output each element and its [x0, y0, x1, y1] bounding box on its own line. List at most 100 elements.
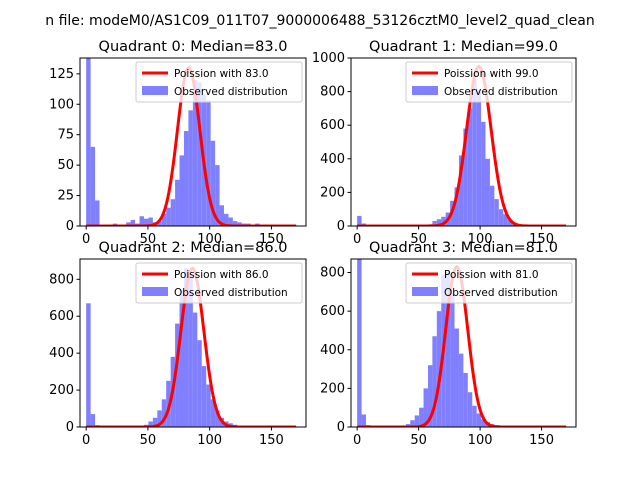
legend: Poission with 86.0 Observed distribution — [135, 262, 303, 304]
histogram-bar — [175, 179, 180, 226]
legend: Poission with 99.0 Observed distribution — [405, 61, 573, 103]
histogram-bar — [126, 222, 131, 226]
subplot-title: Quadrant 0: Median=83.0 — [99, 39, 288, 55]
histogram-bar — [161, 213, 167, 226]
histogram-bar — [467, 392, 473, 427]
histogram-bar — [206, 100, 211, 226]
x-tick-label: 0 — [353, 433, 361, 448]
axes-frame — [350, 258, 577, 428]
histogram-bar — [485, 158, 490, 226]
histogram-bar — [210, 399, 216, 427]
histogram-bar — [237, 222, 242, 226]
x-tick-label: 50 — [140, 433, 157, 448]
y-tick-label: 125 — [49, 67, 74, 82]
histogram-bar — [450, 291, 455, 427]
axes-frame — [79, 57, 307, 227]
x-tick-label: 100 — [468, 232, 493, 247]
y-tick-label: 200 — [320, 185, 345, 200]
legend-frame — [135, 262, 303, 304]
histogram-bar — [90, 146, 96, 226]
x-tick-label: 0 — [82, 232, 90, 247]
subplot-quadrant-1: 0 200 400 600 800 1000 0 50 100 150 Quadrant 1: Me… — [312, 39, 577, 247]
histogram-bar — [166, 207, 171, 226]
legend-observed-swatch — [412, 86, 438, 95]
axes-frame — [350, 57, 577, 227]
histogram-bar — [188, 110, 193, 226]
legend-observed-label: Observed distribution — [174, 287, 288, 299]
y-tick-label: 600 — [49, 309, 74, 324]
x-tick-label: 0 — [353, 232, 361, 247]
legend-observed-label: Observed distribution — [444, 287, 558, 299]
legend: Poission with 81.0 Observed distribution — [405, 262, 573, 304]
y-tick-label: 100 — [49, 97, 74, 112]
axes-frame — [79, 258, 307, 428]
subplot-title: Quadrant 3: Median=81.0 — [369, 240, 558, 256]
histogram-bar — [445, 272, 451, 427]
x-tick-label: 150 — [529, 433, 554, 448]
histogram-bar — [232, 221, 238, 226]
x-tick-label: 100 — [197, 232, 222, 247]
x-tick-label: 150 — [529, 232, 554, 247]
histogram-bar — [494, 199, 499, 226]
histogram-bar — [179, 155, 184, 226]
histogram-bar — [215, 410, 220, 427]
y-tick-label: 800 — [320, 85, 345, 100]
histogram-bar — [454, 187, 459, 226]
legend-frame — [405, 262, 573, 304]
histogram-bar — [463, 372, 468, 427]
histogram-bar — [507, 219, 513, 226]
subplot-quadrant-0: 0 25 50 75 100 125 0 50 100 150 Quadrant 0: Median… — [49, 39, 307, 247]
legend-observed-swatch — [142, 86, 168, 95]
histogram-bar — [192, 79, 198, 226]
histogram-bar — [472, 79, 477, 226]
y-tick-label: 600 — [320, 304, 345, 319]
histogram-bar — [179, 290, 184, 427]
y-tick-label: 0 — [66, 420, 74, 435]
histogram-bar — [224, 213, 229, 226]
histogram-bar — [361, 414, 366, 427]
histogram-bar — [419, 407, 424, 427]
histogram-bar — [215, 165, 220, 226]
x-tick-label: 150 — [259, 232, 284, 247]
histogram-bar — [86, 303, 91, 427]
histogram-bar — [175, 323, 180, 427]
x-tick-label: 50 — [140, 232, 157, 247]
histogram-bar — [489, 185, 495, 226]
legend-poisson-label: Poission with 99.0 — [444, 68, 539, 80]
histogram-bar — [152, 417, 158, 427]
observed-histogram — [357, 79, 566, 226]
histogram-bar — [148, 421, 153, 427]
histogram-bar — [481, 121, 486, 226]
subplot-title: Quadrant 2: Median=86.0 — [99, 240, 288, 256]
y-tick-label: 400 — [320, 152, 345, 167]
figure-suptitle: n file: modeM0/AS1C09_011T07_9000006488_… — [45, 13, 594, 29]
histogram-bar — [157, 221, 162, 226]
histogram-bar — [357, 259, 362, 427]
y-tick-label: 0 — [337, 420, 345, 435]
y-tick-label: 0 — [337, 219, 345, 234]
y-tick-label: 50 — [57, 158, 74, 173]
histogram-bar — [95, 200, 100, 226]
y-tick-label: 75 — [57, 128, 74, 143]
histogram-bar — [498, 209, 504, 226]
histogram-bar — [423, 388, 428, 427]
histogram-bar — [463, 128, 468, 226]
histogram-bar — [458, 353, 464, 427]
histogram-bar — [414, 415, 420, 427]
histogram-bar — [503, 214, 508, 226]
histogram-bar — [170, 199, 176, 226]
histogram-bar — [201, 366, 207, 427]
histogram-bar — [357, 215, 362, 226]
legend-observed-label: Observed distribution — [444, 86, 558, 98]
legend-poisson-label: Poission with 81.0 — [444, 269, 539, 281]
histogram-bar — [206, 384, 211, 427]
y-tick-label: 25 — [57, 189, 74, 204]
y-tick-label: 200 — [49, 383, 74, 398]
subplot-quadrant-2: 0 200 400 600 800 0 50 100 150 Quadrant 2: Median… — [49, 240, 307, 448]
histogram-bar — [472, 405, 477, 427]
x-tick-label: 0 — [82, 433, 90, 448]
x-tick-label: 50 — [410, 232, 427, 247]
x-tick-label: 150 — [259, 433, 284, 448]
histogram-bar — [436, 311, 442, 427]
subplot-quadrant-3: 0 200 400 600 800 0 50 100 150 Quadrant 3: Median… — [320, 240, 577, 448]
